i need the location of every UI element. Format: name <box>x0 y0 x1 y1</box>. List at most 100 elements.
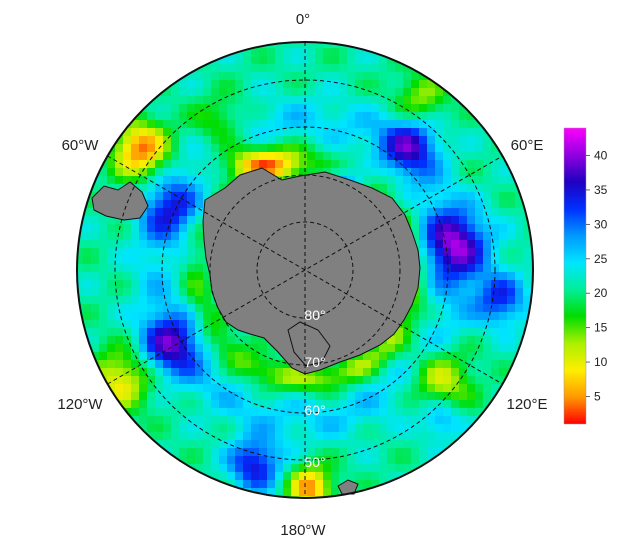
data-cell <box>387 384 396 393</box>
data-cell <box>147 280 156 289</box>
data-cell <box>179 112 188 121</box>
data-cell <box>499 368 508 377</box>
data-cell <box>235 136 244 145</box>
data-cell <box>187 216 196 225</box>
data-cell <box>307 488 316 497</box>
data-cell <box>307 56 316 65</box>
data-cell <box>355 48 364 57</box>
data-cell <box>115 216 124 225</box>
data-cell <box>235 416 244 425</box>
data-cell <box>427 360 436 369</box>
data-cell <box>435 88 444 97</box>
data-cell <box>155 208 164 217</box>
data-cell <box>411 184 420 193</box>
data-cell <box>91 272 100 281</box>
data-cell <box>475 136 484 145</box>
data-cell <box>331 152 340 161</box>
data-cell <box>379 352 388 361</box>
data-cell <box>483 328 492 337</box>
data-cell <box>219 72 228 81</box>
data-cell <box>467 168 476 177</box>
data-cell <box>403 128 412 137</box>
data-cell <box>171 240 180 249</box>
data-cell <box>171 328 180 337</box>
data-cell <box>395 184 404 193</box>
data-cell <box>235 72 244 81</box>
data-cell <box>147 432 156 441</box>
data-cell <box>171 280 180 289</box>
data-cell <box>251 128 260 137</box>
data-cell <box>475 192 484 201</box>
data-cell <box>291 424 300 433</box>
data-cell <box>419 352 428 361</box>
data-cell <box>363 152 372 161</box>
data-cell <box>451 392 460 401</box>
data-cell <box>427 168 436 177</box>
data-cell <box>451 104 460 113</box>
data-cell <box>307 160 316 169</box>
data-cell <box>315 88 324 97</box>
data-cell <box>155 176 164 185</box>
data-cell <box>443 416 452 425</box>
data-cell <box>219 440 228 449</box>
data-cell <box>187 128 196 137</box>
data-cell <box>395 432 404 441</box>
data-cell <box>179 456 188 465</box>
data-cell <box>107 376 116 385</box>
data-cell <box>83 280 92 289</box>
data-cell <box>379 64 388 73</box>
data-cell <box>139 120 148 129</box>
data-cell <box>395 360 404 369</box>
data-cell <box>339 448 348 457</box>
data-cell <box>227 336 236 345</box>
data-cell <box>179 288 188 297</box>
data-cell <box>163 392 172 401</box>
data-cell <box>491 240 500 249</box>
data-cell <box>291 432 300 441</box>
data-cell <box>347 80 356 89</box>
data-cell <box>219 144 228 153</box>
data-cell <box>435 288 444 297</box>
data-cell <box>219 464 228 473</box>
data-cell <box>451 384 460 393</box>
data-cell <box>179 376 188 385</box>
data-cell <box>259 120 268 129</box>
data-cell <box>315 384 324 393</box>
data-cell <box>419 392 428 401</box>
data-cell <box>243 120 252 129</box>
data-cell <box>91 328 100 337</box>
data-cell <box>355 144 364 153</box>
data-cell <box>427 216 436 225</box>
data-cell <box>203 128 212 137</box>
data-cell <box>219 400 228 409</box>
data-cell <box>395 176 404 185</box>
data-cell <box>283 440 292 449</box>
colorbar-tick-label: 20 <box>594 286 608 300</box>
data-cell <box>379 120 388 129</box>
data-cell <box>251 368 260 377</box>
data-cell <box>179 192 188 201</box>
data-cell <box>411 408 420 417</box>
data-cell <box>339 48 348 57</box>
data-cell <box>139 272 148 281</box>
data-cell <box>315 472 324 481</box>
data-cell <box>107 232 116 241</box>
data-cell <box>355 72 364 81</box>
data-cell <box>427 128 436 137</box>
data-cell <box>163 360 172 369</box>
data-cell <box>195 288 204 297</box>
data-cell <box>475 168 484 177</box>
data-cell <box>427 376 436 385</box>
data-cell <box>155 304 164 313</box>
data-cell <box>315 42 324 49</box>
data-cell <box>187 136 196 145</box>
data-cell <box>283 160 292 169</box>
data-cell <box>291 168 300 177</box>
data-cell <box>107 272 116 281</box>
data-cell <box>235 456 244 465</box>
data-cell <box>131 216 140 225</box>
data-cell <box>227 464 236 473</box>
data-cell <box>419 208 428 217</box>
data-cell <box>339 432 348 441</box>
data-cell <box>339 72 348 81</box>
